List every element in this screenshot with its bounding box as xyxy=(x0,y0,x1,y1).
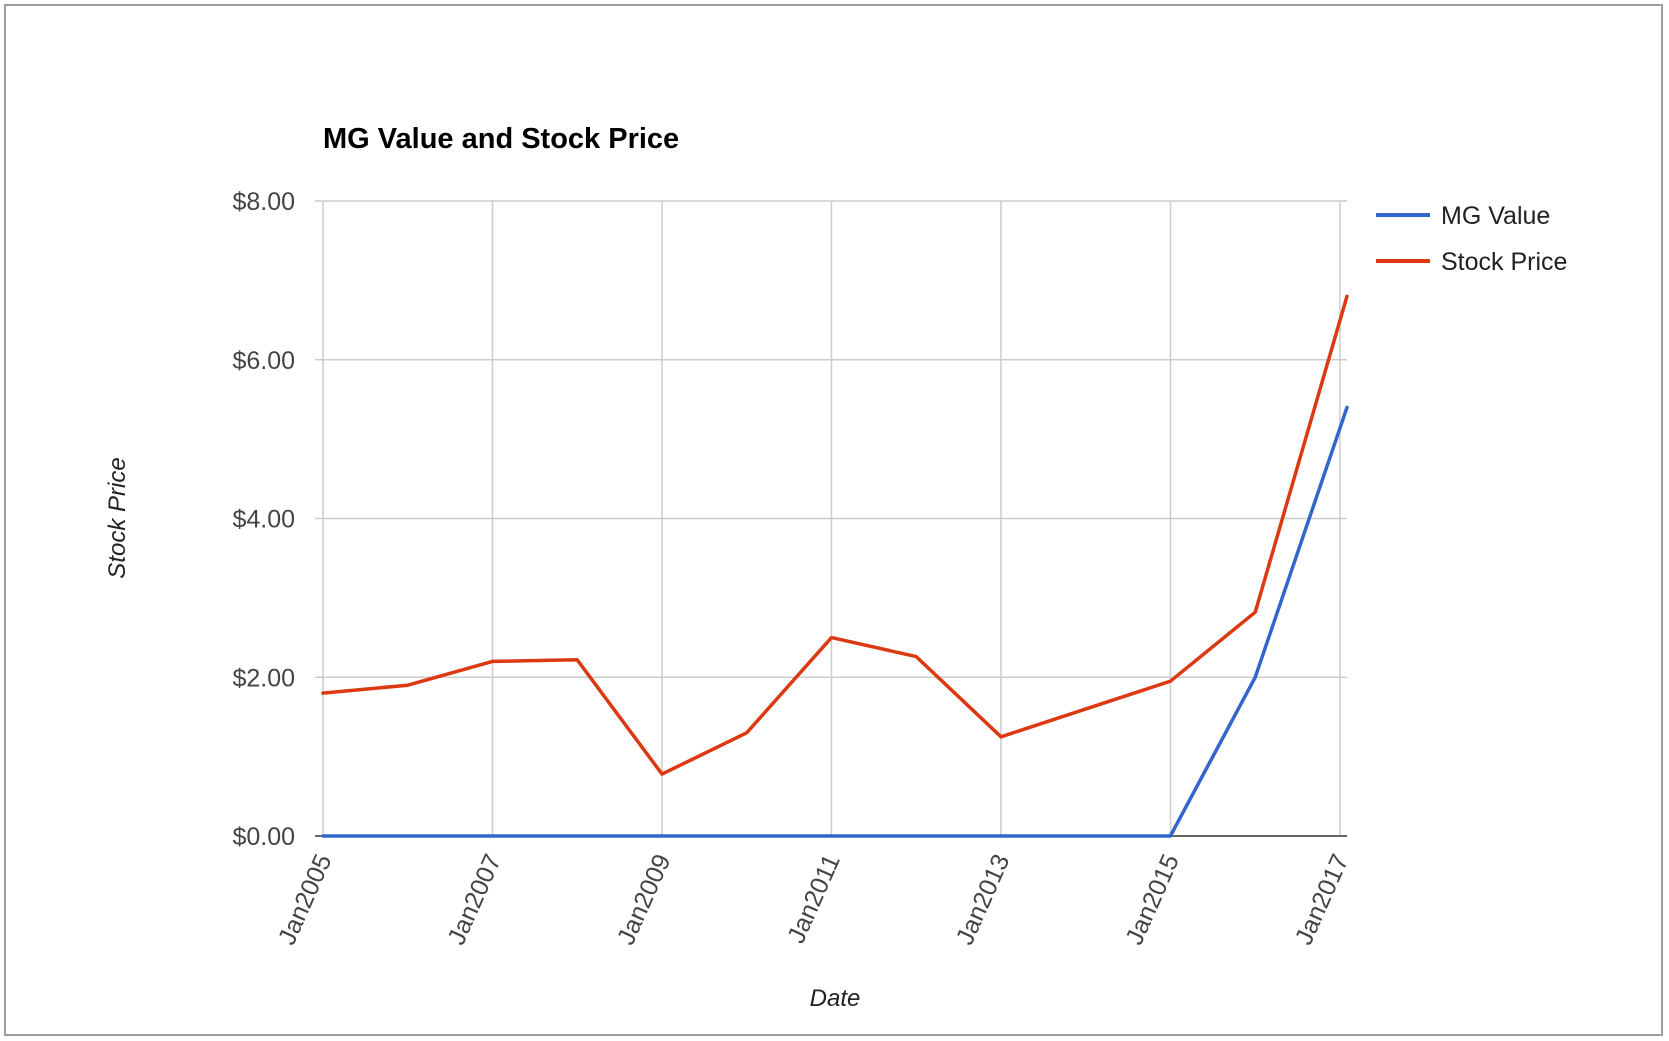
x-tick-label: Jan2017 xyxy=(1290,850,1355,949)
x-tick-label: Jan2005 xyxy=(273,850,338,949)
legend: MG Value Stock Price xyxy=(1376,202,1567,276)
gridlines xyxy=(315,200,1347,837)
y-tick-label: $4.00 xyxy=(232,506,295,534)
chart-title: MG Value and Stock Price xyxy=(323,123,679,155)
x-tick-label: Jan2009 xyxy=(612,850,677,949)
x-axis-tick-labels: Jan2005 Jan2007 Jan2009 Jan2011 Jan2013 Jan20… xyxy=(273,850,1355,949)
legend-label-mg-value: MG Value xyxy=(1441,202,1550,230)
y-tick-label: $0.00 xyxy=(232,823,295,851)
series-line-stock-price xyxy=(321,294,1349,776)
y-axis-tick-labels: $0.00 $2.00 $4.00 $6.00 $8.00 xyxy=(232,188,295,851)
x-tick-label: Jan2015 xyxy=(1120,850,1185,949)
legend-item-mg-value[interactable]: MG Value xyxy=(1376,202,1550,230)
y-tick-label: $6.00 xyxy=(232,347,295,375)
legend-item-stock-price[interactable]: Stock Price xyxy=(1376,248,1567,276)
y-axis-title: Stock Price xyxy=(104,457,131,578)
x-tick-label: Jan2013 xyxy=(951,850,1016,949)
x-axis-title: Date xyxy=(810,985,861,1012)
y-tick-label: $2.00 xyxy=(232,664,295,692)
y-tick-label: $8.00 xyxy=(232,188,295,216)
series-layer xyxy=(321,294,1349,838)
legend-label-stock-price: Stock Price xyxy=(1441,248,1567,276)
chart-frame[interactable] xyxy=(4,4,1663,1036)
x-tick-label: Jan2007 xyxy=(442,850,507,949)
x-tick-label: Jan2011 xyxy=(782,850,846,947)
series-line-mg-value xyxy=(321,405,1349,838)
